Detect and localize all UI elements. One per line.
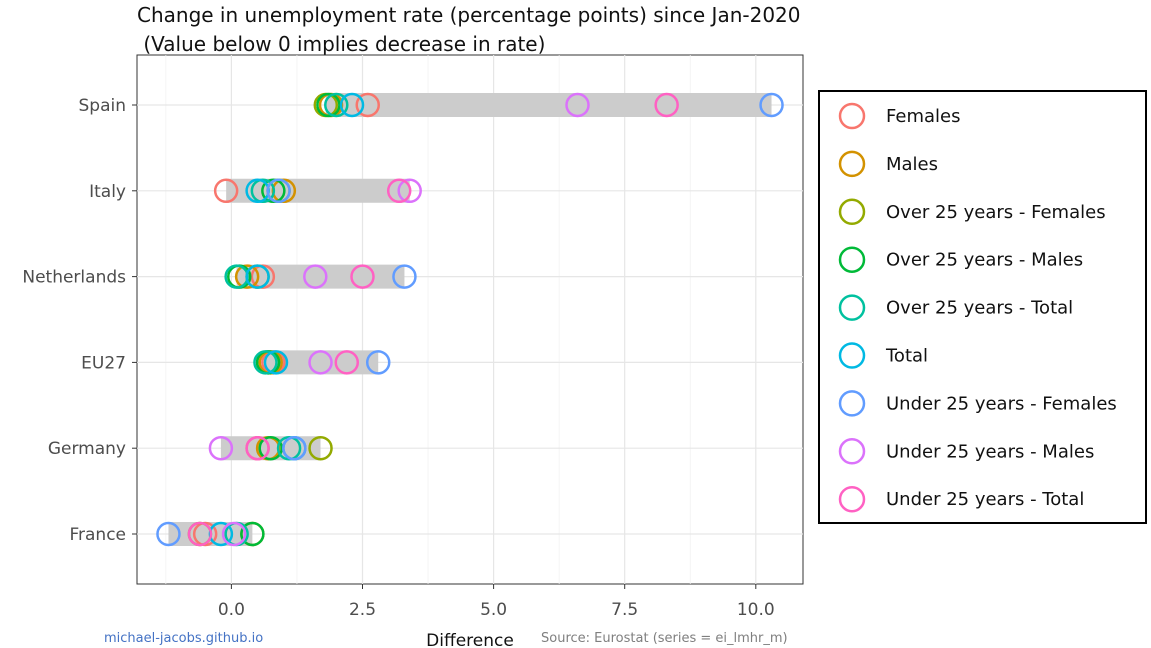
chart-subtitle: (Value below 0 implies decrease in rate) <box>137 32 545 56</box>
data-point <box>365 350 391 375</box>
legend-key <box>838 342 866 369</box>
x-axis-title: Difference <box>426 631 514 648</box>
legend-key <box>838 246 866 273</box>
data-point <box>316 92 341 118</box>
data-point <box>654 92 679 118</box>
legend-label: Total <box>885 346 928 367</box>
plot-panel <box>136 54 804 585</box>
x-tick-label: 5.0 <box>480 600 507 620</box>
chart-title: Change in unemployment rate (percentage … <box>137 3 801 27</box>
legend-label: Over 25 years - Total <box>886 298 1073 319</box>
data-point <box>565 92 590 118</box>
legend-label: Over 25 years - Females <box>886 202 1106 223</box>
y-tick-label: EU27 <box>81 353 126 373</box>
footer-site-link[interactable]: michael-jacobs.github.io <box>104 631 263 646</box>
data-point <box>397 178 422 204</box>
y-tick-label: Netherlands <box>22 268 126 288</box>
data-point <box>303 264 328 289</box>
data-point <box>253 350 278 375</box>
data-point <box>324 92 349 118</box>
data-point <box>208 435 234 461</box>
data-point <box>263 350 289 375</box>
y-tick-label: Germany <box>48 439 126 459</box>
data-point <box>392 264 417 289</box>
data-point <box>282 435 307 461</box>
y-axis-ticks: Spain Italy Netherlands EU27 Germany France <box>22 96 137 545</box>
data-point <box>187 521 213 547</box>
data-point <box>334 350 360 375</box>
data-point <box>245 264 270 289</box>
data-point <box>386 178 412 204</box>
legend-key <box>838 294 866 321</box>
legend-label: Males <box>886 154 938 175</box>
x-tick-label: 10.0 <box>737 600 775 620</box>
data-point <box>240 521 265 547</box>
legend-label: Under 25 years - Males <box>886 441 1094 462</box>
data-point <box>245 435 270 461</box>
footer-source: Source: Eurostat (series = ei_lmhr_m) <box>541 631 788 646</box>
data-point <box>759 92 784 118</box>
legend-label: Under 25 years - Total <box>886 489 1084 510</box>
x-tick-label: 2.5 <box>349 600 376 620</box>
data-point <box>213 178 239 204</box>
x-tick-label: 7.5 <box>611 600 638 620</box>
legend-label: Over 25 years - Males <box>886 250 1083 271</box>
x-tick-label: 0.0 <box>218 600 245 620</box>
legend-key <box>838 438 866 465</box>
data-point <box>266 178 291 204</box>
legend-key <box>838 485 866 513</box>
legend-key <box>838 150 866 178</box>
legend-label: Under 25 years - Females <box>886 393 1117 414</box>
legend-key <box>838 198 866 226</box>
y-tick-label: France <box>69 525 126 545</box>
legend-key <box>838 102 866 130</box>
data-point <box>339 92 365 118</box>
x-axis-ticks: 0.0 2.5 5.0 7.5 10.0 <box>218 584 775 620</box>
data-points <box>156 92 784 547</box>
data-point <box>156 521 181 547</box>
data-point <box>221 521 247 547</box>
legend-box <box>818 90 1147 524</box>
legend-key <box>838 390 866 417</box>
data-point <box>350 264 375 289</box>
data-point <box>355 92 380 118</box>
data-point <box>258 435 283 461</box>
y-tick-label: Italy <box>89 182 126 202</box>
legend-label: Females <box>886 106 960 127</box>
data-point <box>308 435 333 461</box>
data-point <box>234 264 260 289</box>
legend: Females Males Over 25 years - Females Over … <box>818 90 1147 524</box>
data-point <box>308 350 333 375</box>
y-tick-label: Spain <box>79 96 127 116</box>
